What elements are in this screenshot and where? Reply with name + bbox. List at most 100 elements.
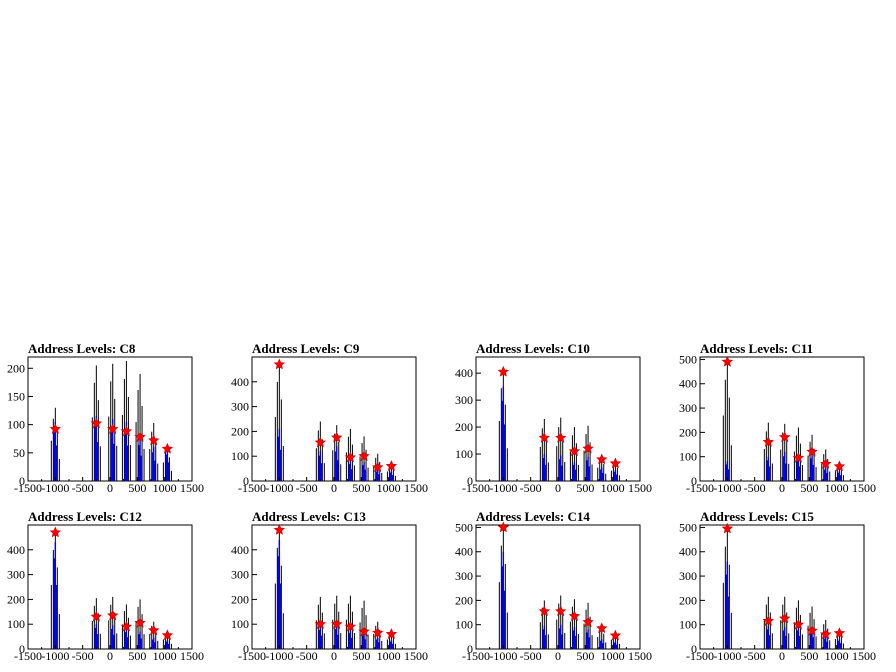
x-tick-label: -500 bbox=[520, 481, 542, 495]
x-tick-label: -500 bbox=[72, 481, 94, 495]
y-tick-label: 300 bbox=[231, 400, 249, 414]
x-tick-label: -1000 bbox=[713, 481, 741, 495]
peak-marker-star bbox=[148, 624, 160, 636]
peak-marker-star bbox=[582, 616, 594, 628]
y-tick-label: 200 bbox=[679, 425, 697, 439]
peak-marker-star bbox=[372, 461, 384, 473]
peak-marker-star bbox=[161, 442, 174, 454]
peak-marker-star bbox=[358, 625, 370, 637]
y-tick-label: 0 bbox=[467, 642, 473, 656]
x-tick-label: -1500 bbox=[462, 481, 490, 495]
x-tick-label: -1500 bbox=[686, 481, 714, 495]
y-tick-label: 400 bbox=[7, 543, 25, 557]
x-tick-label: -1500 bbox=[14, 649, 42, 663]
x-tick-label: 1500 bbox=[852, 481, 876, 495]
peak-marker-star bbox=[538, 605, 550, 617]
peak-marker-star bbox=[314, 618, 326, 630]
y-tick-label: 400 bbox=[679, 545, 697, 559]
x-tick-label: 1500 bbox=[180, 481, 204, 495]
panel-title: Address Levels: C8 bbox=[28, 341, 136, 356]
x-tick-label: 500 bbox=[128, 481, 146, 495]
peak-marker-star bbox=[596, 453, 608, 465]
peak-marker-star bbox=[762, 436, 774, 447]
x-tick-label: 1500 bbox=[852, 649, 876, 663]
y-tick-label: 300 bbox=[679, 569, 697, 583]
peak-marker-star bbox=[161, 629, 174, 641]
x-tick-label: 1000 bbox=[377, 481, 401, 495]
peak-marker-star bbox=[107, 609, 119, 621]
peak-marker-star bbox=[273, 524, 285, 535]
x-tick-label: 1000 bbox=[825, 481, 849, 495]
peak-marker-star bbox=[148, 434, 160, 446]
x-tick-label: -1500 bbox=[462, 649, 490, 663]
x-tick-label: -500 bbox=[296, 649, 318, 663]
peak-marker-star bbox=[538, 431, 550, 443]
x-tick-label: 0 bbox=[779, 649, 785, 663]
y-tick-label: 500 bbox=[679, 520, 697, 534]
y-tick-label: 500 bbox=[679, 352, 697, 366]
y-tick-label: 100 bbox=[231, 449, 249, 463]
x-tick-label: 500 bbox=[800, 649, 818, 663]
panel-title: Address Levels: C10 bbox=[476, 341, 590, 356]
histogram-panel: Address Levels: C10 -1500 -1000 -500 0 500 100… bbox=[455, 341, 652, 495]
y-tick-label: 400 bbox=[231, 375, 249, 389]
y-tick-label: 100 bbox=[455, 447, 473, 461]
x-tick-label: 0 bbox=[555, 481, 561, 495]
y-tick-label: 200 bbox=[7, 592, 25, 606]
y-tick-label: 100 bbox=[7, 418, 25, 432]
x-tick-label: 500 bbox=[352, 481, 370, 495]
peak-marker-star bbox=[314, 436, 326, 448]
y-tick-label: 0 bbox=[243, 642, 249, 656]
peak-marker-star bbox=[358, 450, 370, 462]
y-tick-label: 200 bbox=[455, 593, 473, 607]
peak-marker-star bbox=[331, 431, 343, 443]
x-tick-label: -500 bbox=[744, 481, 766, 495]
peak-marker-star bbox=[555, 605, 567, 617]
y-tick-label: 100 bbox=[679, 450, 697, 464]
x-tick-label: 500 bbox=[576, 481, 594, 495]
x-tick-label: 1000 bbox=[377, 649, 401, 663]
x-tick-label: 0 bbox=[331, 649, 337, 663]
y-tick-label: 300 bbox=[231, 568, 249, 582]
x-tick-label: -1000 bbox=[265, 649, 293, 663]
y-tick-label: 150 bbox=[7, 389, 25, 403]
peak-marker-star bbox=[344, 451, 357, 463]
panel-title: Address Levels: C13 bbox=[252, 509, 366, 524]
y-tick-label: 500 bbox=[455, 520, 473, 534]
panel-title: Address Levels: C9 bbox=[252, 341, 360, 356]
peak-marker-star bbox=[134, 431, 146, 442]
peak-marker-star bbox=[721, 355, 733, 367]
x-tick-label: 1500 bbox=[404, 481, 428, 495]
peak-marker-star bbox=[344, 620, 357, 632]
y-tick-label: 300 bbox=[455, 569, 473, 583]
y-tick-label: 0 bbox=[19, 642, 25, 656]
x-tick-label: 500 bbox=[576, 649, 594, 663]
x-tick-label: -1500 bbox=[238, 481, 266, 495]
x-tick-label: -1500 bbox=[686, 649, 714, 663]
peak-marker-star bbox=[779, 431, 791, 443]
y-tick-label: 200 bbox=[7, 361, 25, 375]
peak-marker-star bbox=[609, 457, 622, 469]
x-tick-label: 1000 bbox=[153, 481, 177, 495]
y-tick-label: 400 bbox=[679, 377, 697, 391]
x-tick-label: 0 bbox=[331, 481, 337, 495]
y-tick-label: 0 bbox=[243, 474, 249, 488]
y-tick-label: 0 bbox=[691, 474, 697, 488]
histogram-panel: Address Levels: C12 -1500 -1000 -500 0 500 100… bbox=[7, 509, 204, 663]
x-tick-label: 500 bbox=[128, 649, 146, 663]
x-tick-label: 0 bbox=[555, 649, 561, 663]
y-tick-label: 0 bbox=[19, 474, 25, 488]
x-tick-label: 500 bbox=[352, 649, 370, 663]
peak-marker-star bbox=[568, 445, 581, 457]
peak-marker-star bbox=[721, 522, 733, 534]
peak-marker-star bbox=[497, 365, 509, 377]
x-tick-label: 1000 bbox=[601, 649, 625, 663]
panel-title: Address Levels: C11 bbox=[700, 341, 813, 356]
peak-marker-star bbox=[762, 615, 774, 626]
y-tick-label: 200 bbox=[231, 424, 249, 438]
x-tick-label: 1000 bbox=[825, 649, 849, 663]
panel-title: Address Levels: C14 bbox=[476, 509, 590, 524]
y-tick-label: 300 bbox=[455, 393, 473, 407]
x-tick-label: 0 bbox=[107, 649, 113, 663]
